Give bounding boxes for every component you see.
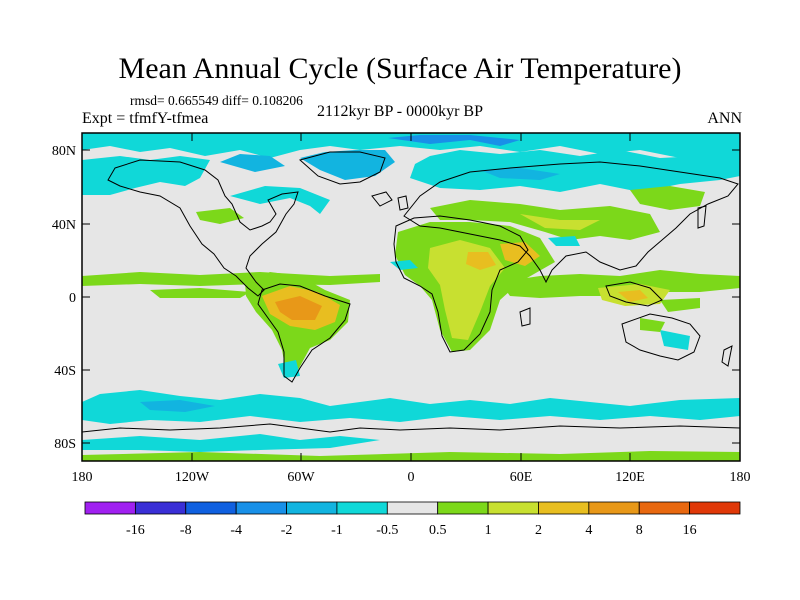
stats-text: rmsd= 0.665549 diff= 0.108206 [130, 93, 303, 108]
colorbar-label: -16 [126, 523, 145, 538]
colorbar-swatch [437, 501, 489, 515]
indonesia-coast [605, 281, 663, 307]
colorbar-swatch [286, 501, 338, 515]
colorbar-label: -4 [230, 523, 242, 538]
experiment-label: Expt = tfmfY-tfmea [82, 110, 209, 127]
colorbar-swatch [538, 501, 590, 515]
arctic-deep-cool-core [388, 135, 520, 146]
period-label: 2112kyr BP - 0000kyr BP [317, 103, 483, 120]
australia-warm-patch [640, 318, 665, 332]
colorbar-swatch [134, 501, 187, 515]
x-tick-label-180w: 180 [72, 470, 93, 485]
coastlines [82, 151, 740, 433]
map-title: Mean Annual Cycle (Surface Air Temperatu… [118, 52, 682, 85]
colorbar-label: -2 [281, 523, 293, 538]
arabia-warm-high-region [500, 242, 540, 266]
x-tick-label-180e: 180 [730, 470, 751, 485]
britain-coast [397, 195, 409, 211]
amazon-warm-peak-region [275, 296, 322, 320]
colorbar-label: 1 [485, 523, 492, 538]
x-tick-label-60e: 60E [510, 470, 533, 485]
maritime-continent-warm-high [618, 290, 648, 302]
colorbar-label: 16 [683, 523, 697, 538]
pacific-south-warm-band [150, 288, 250, 298]
colorbar-labels: -16 -8 -4 -2 -1 -0.5 0.5 1 2 4 8 16 [126, 523, 697, 538]
southern-ocean-mid-cool-core [140, 400, 215, 412]
south-america-coast [257, 283, 351, 383]
new-zealand-coast [721, 345, 733, 367]
madagascar-coast [519, 307, 531, 327]
southern-ocean-cool-region [82, 390, 740, 424]
temperature-field [82, 133, 740, 461]
colorbar-swatch [185, 501, 237, 515]
north-pacific-cool-region [82, 156, 210, 195]
colorbar-swatch [386, 501, 439, 515]
colorbar-label: -1 [331, 523, 343, 538]
greenland-cool-region [300, 150, 395, 180]
colorbar-label: 4 [585, 523, 592, 538]
colorbar-label: -0.5 [376, 523, 398, 538]
australia-cool-patch [660, 330, 690, 350]
colorbar-swatch [689, 501, 741, 515]
siberia-cool-region [410, 150, 740, 192]
colorbar [84, 501, 741, 515]
siberia-mid-cool-core [480, 168, 560, 180]
hudson-cool-region [220, 154, 285, 172]
colorbar-swatch [638, 501, 691, 515]
y-tick-label-40n: 40N [52, 218, 76, 233]
colorbar-swatch [588, 501, 640, 515]
colorbar-label: 2 [535, 523, 542, 538]
atlantic-cool-patch [390, 260, 418, 270]
north-america-warm-patch [196, 208, 244, 224]
y-ticks [82, 149, 740, 444]
antarctica-coast [82, 423, 740, 433]
y-tick-label-0: 0 [69, 291, 76, 306]
x-ticks [191, 133, 631, 461]
colorbar-label: 8 [636, 523, 643, 538]
y-tick-label-80n: 80N [52, 144, 76, 159]
colorbar-swatch [84, 501, 136, 515]
eurasia-coast [403, 161, 739, 284]
greenland-coast [298, 151, 386, 185]
x-tick-label-120w: 120W [175, 470, 210, 485]
east-siberia-warm-region [630, 186, 705, 210]
y-tick-label-40s: 40S [54, 364, 76, 379]
x-tick-label-0: 0 [408, 470, 415, 485]
north-america-coast [107, 159, 299, 297]
iceland-coast [371, 191, 393, 207]
colorbar-label: -8 [180, 523, 192, 538]
sahel-warm-high-region [466, 252, 496, 270]
colorbar-swatch [235, 501, 287, 515]
central-asia-mid-warm-region [520, 214, 600, 230]
west-pacific-warm-patch [660, 298, 700, 312]
colorbar-swatch [336, 501, 388, 515]
africa-coast [393, 215, 529, 353]
australia-coast [621, 313, 701, 361]
colorbar-swatch [487, 501, 539, 515]
labrador-cool-region [230, 186, 330, 214]
japan-coast [697, 205, 707, 229]
arctic-cool-region [82, 133, 740, 162]
himalaya-cool-patch [548, 236, 580, 246]
season-label: ANN [707, 110, 742, 127]
antarctic-cool-region [82, 434, 380, 452]
x-tick-label-120e: 120E [615, 470, 645, 485]
x-tick-label-60w: 60W [287, 470, 315, 485]
colorbar-label: 0.5 [429, 523, 447, 538]
y-tick-label-80s: 80S [54, 437, 76, 452]
